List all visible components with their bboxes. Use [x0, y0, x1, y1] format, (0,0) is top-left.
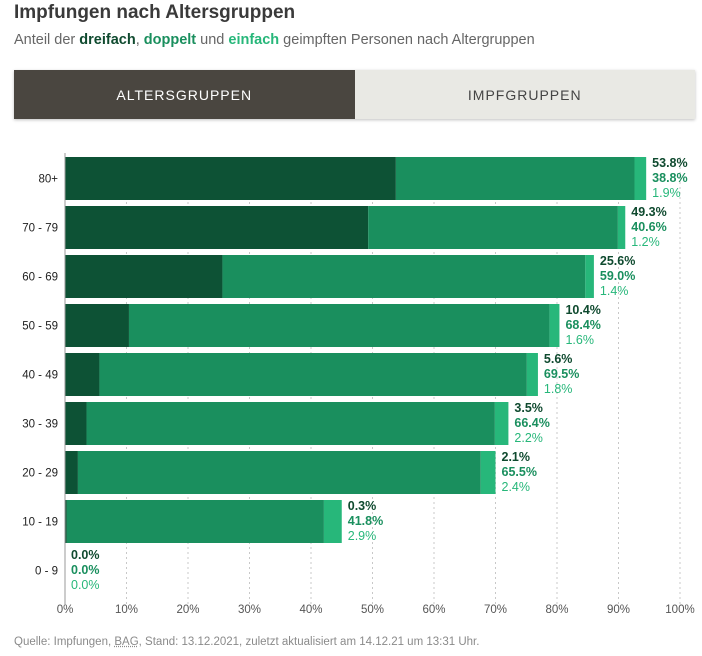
bar-segment-einfach	[617, 206, 626, 249]
x-tick-label: 0%	[57, 604, 74, 616]
bar-segment-einfach	[494, 402, 509, 445]
data-label-doppelt: 41.8%	[348, 514, 383, 528]
bar-segment-dreifach	[65, 451, 78, 494]
category-label: 10 - 19	[22, 517, 58, 529]
data-label-dreifach: 53.8%	[652, 156, 687, 170]
data-label-doppelt: 68.4%	[565, 318, 600, 332]
bar-segment-dreifach	[65, 402, 87, 445]
data-label-doppelt: 69.5%	[544, 367, 579, 381]
tab-impfgruppen[interactable]: IMPFGRUPPEN	[354, 70, 695, 119]
bar-segment-doppelt	[99, 353, 527, 396]
data-label-dreifach: 0.3%	[348, 499, 377, 513]
bar-segment-einfach	[526, 353, 538, 396]
subtitle-suffix: geimpften Personen nach Altergruppen	[279, 32, 535, 48]
x-tick-label: 40%	[299, 604, 322, 616]
subtitle-keyword-einfach: einfach	[228, 32, 280, 48]
data-label-einfach: 1.8%	[544, 382, 573, 396]
data-label-einfach: 2.2%	[514, 431, 543, 445]
data-label-einfach: 1.6%	[565, 333, 594, 347]
category-label: 70 - 79	[22, 223, 58, 235]
data-label-doppelt: 40.6%	[631, 220, 666, 234]
x-tick-label: 70%	[484, 604, 507, 616]
tab-bar: ALTERSGRUPPEN IMPFGRUPPEN	[14, 70, 695, 119]
x-tick-label: 60%	[422, 604, 445, 616]
data-label-dreifach: 10.4%	[565, 303, 600, 317]
bar-segment-doppelt	[368, 206, 618, 249]
data-label-dreifach: 3.5%	[514, 401, 543, 415]
data-label-doppelt: 0.0%	[71, 563, 100, 577]
data-label-doppelt: 66.4%	[514, 416, 549, 430]
data-label-einfach: 1.9%	[652, 186, 681, 200]
data-label-einfach: 2.9%	[348, 529, 377, 543]
data-label-dreifach: 0.0%	[71, 548, 100, 562]
x-tick-label: 20%	[176, 604, 199, 616]
data-label-dreifach: 49.3%	[631, 205, 666, 219]
data-label-einfach: 0.0%	[71, 578, 100, 592]
bar-segment-einfach	[585, 255, 594, 298]
category-label: 0 - 9	[35, 566, 58, 578]
bar-segment-dreifach	[65, 255, 223, 298]
bar-segment-doppelt	[66, 500, 324, 543]
x-tick-label: 80%	[545, 604, 568, 616]
bar-segment-einfach	[480, 451, 496, 494]
bar-segment-doppelt	[395, 157, 635, 200]
subtitle-separator: ,	[135, 32, 144, 48]
category-label: 50 - 59	[22, 321, 58, 333]
bar-segment-doppelt	[77, 451, 481, 494]
category-label: 20 - 29	[22, 468, 58, 480]
category-label: 80+	[38, 174, 58, 186]
data-label-einfach: 1.2%	[631, 235, 660, 249]
bar-segment-einfach	[323, 500, 342, 543]
bar-segment-dreifach	[65, 304, 129, 347]
data-label-dreifach: 2.1%	[502, 450, 531, 464]
bar-segment-dreifach	[65, 353, 100, 396]
source-abbreviation[interactable]: BAG	[114, 636, 139, 648]
chart-subtitle: Anteil der dreifach, doppelt und einfach…	[14, 32, 535, 48]
x-tick-label: 30%	[238, 604, 261, 616]
subtitle-prefix: Anteil der	[14, 32, 80, 48]
subtitle-keyword-dreifach: dreifach	[79, 32, 136, 48]
data-label-einfach: 2.4%	[502, 480, 531, 494]
category-label: 40 - 49	[22, 370, 58, 382]
bar-segment-dreifach	[65, 157, 396, 200]
category-label: 60 - 69	[22, 272, 58, 284]
bar-segment-doppelt	[222, 255, 586, 298]
data-label-doppelt: 59.0%	[600, 269, 635, 283]
bar-segment-dreifach	[65, 206, 369, 249]
source-prefix: Quelle: Impfungen,	[14, 636, 115, 648]
x-tick-label: 90%	[607, 604, 630, 616]
category-label: 30 - 39	[22, 419, 58, 431]
bar-segment-doppelt	[128, 304, 550, 347]
subtitle-keyword-doppelt: doppelt	[143, 32, 197, 48]
chart-title: Impfungen nach Altersgruppen	[14, 2, 296, 23]
bar-segment-einfach	[549, 304, 560, 347]
x-tick-label: 10%	[115, 604, 138, 616]
bar-segment-dreifach	[65, 500, 67, 543]
bar-segment-einfach	[634, 157, 647, 200]
bar-segment-doppelt	[86, 402, 495, 445]
data-label-dreifach: 5.6%	[544, 352, 573, 366]
data-label-doppelt: 65.5%	[502, 465, 537, 479]
subtitle-separator: und	[196, 32, 229, 48]
source-suffix: , Stand: 13.12.2021, zuletzt aktualisier…	[138, 636, 480, 648]
x-tick-label: 100%	[665, 604, 694, 616]
tab-altersgruppen[interactable]: ALTERSGRUPPEN	[14, 70, 355, 119]
data-label-dreifach: 25.6%	[600, 254, 635, 268]
source-note: Quelle: Impfungen, BAG, Stand: 13.12.202…	[14, 636, 479, 648]
stacked-bar-chart: 0% 10% 20% 30% 40% 50% 60% 70% 80% 90% 100% 80+ 53.8…	[22, 153, 695, 616]
data-label-einfach: 1.4%	[600, 284, 629, 298]
x-tick-label: 50%	[361, 604, 384, 616]
data-label-doppelt: 38.8%	[652, 171, 687, 185]
